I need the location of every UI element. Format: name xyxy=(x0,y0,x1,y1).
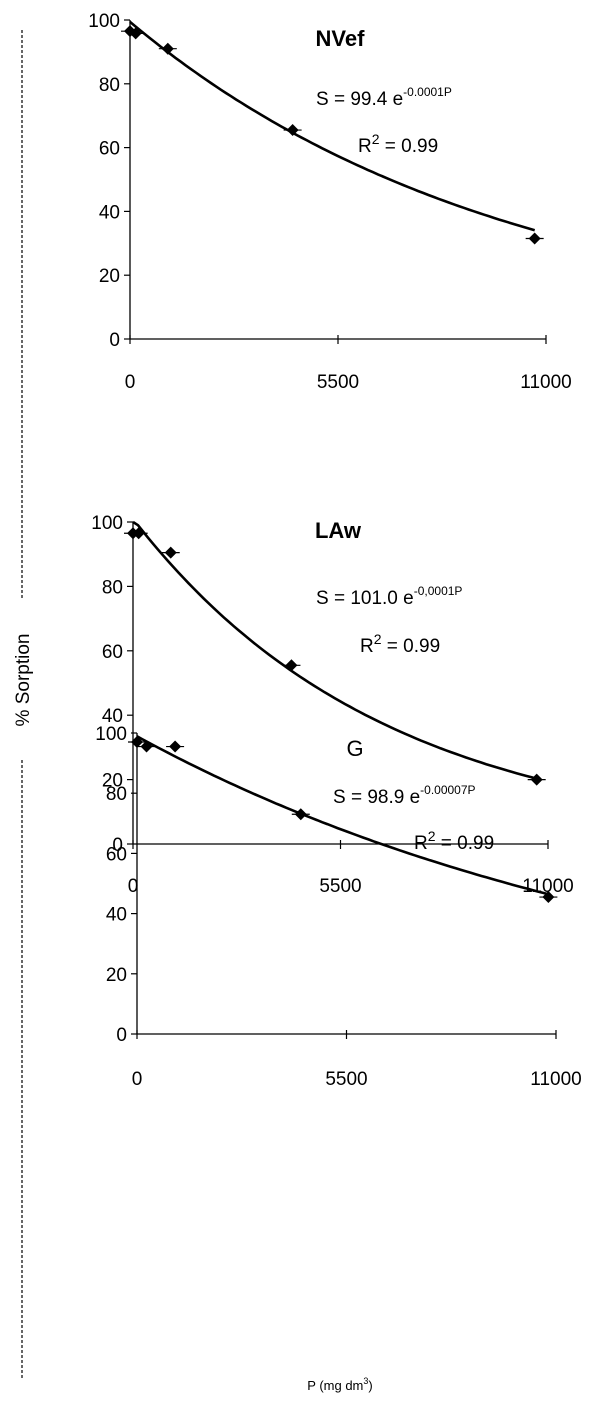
data-marker xyxy=(528,232,541,245)
y-tick-label: 20 xyxy=(99,266,120,287)
y-tick-label: 60 xyxy=(102,642,123,663)
data-point xyxy=(128,736,146,749)
y-tick-label: 60 xyxy=(99,139,120,160)
y-tick-label: 100 xyxy=(95,724,127,745)
data-marker xyxy=(140,740,153,753)
r-squared-value: = 0.99 xyxy=(382,636,441,657)
y-tick-label: 60 xyxy=(106,844,127,865)
data-point xyxy=(158,42,177,55)
data-point xyxy=(282,659,301,672)
y-tick-label: 40 xyxy=(99,202,120,223)
r-squared-label: R xyxy=(360,636,374,657)
r-squared: R2 = 0.99 xyxy=(358,131,438,157)
x-tick-label: 5500 xyxy=(319,876,361,897)
data-marker xyxy=(169,740,182,753)
y-tick-label: 40 xyxy=(106,905,127,926)
x-tick-label: 11000 xyxy=(520,372,571,393)
equation-text: S = 101.0 e xyxy=(316,588,414,609)
data-marker xyxy=(132,527,145,540)
y-tick-label: 0 xyxy=(116,1025,127,1046)
y-tick-label: 0 xyxy=(109,330,120,351)
x-axis-label: P (mg dm3) xyxy=(307,1376,372,1393)
data-point xyxy=(525,232,544,245)
r-squared-label: R xyxy=(414,833,428,854)
fit-curve xyxy=(129,20,536,232)
x-tick-label: 11000 xyxy=(530,1069,581,1090)
y-tick-label: 80 xyxy=(106,784,127,805)
data-point xyxy=(129,527,148,540)
y-tick-label: 80 xyxy=(102,577,123,598)
data-marker xyxy=(286,124,299,137)
r-squared-exponent: 2 xyxy=(428,828,436,844)
data-point xyxy=(291,808,310,821)
data-marker xyxy=(129,27,142,40)
y-tick-label: 40 xyxy=(102,706,123,727)
data-point xyxy=(137,740,156,753)
data-marker xyxy=(131,736,143,749)
fit-curve xyxy=(136,735,549,896)
data-marker xyxy=(530,773,543,786)
x-tick-label: 0 xyxy=(125,372,136,393)
equation-text: S = 99.4 e xyxy=(316,89,403,110)
fit-curve xyxy=(132,520,538,780)
data-marker xyxy=(294,808,307,821)
r-squared-value: = 0.99 xyxy=(380,136,439,157)
y-tick-label: 0 xyxy=(112,835,123,856)
x-tick-label: 0 xyxy=(128,876,139,897)
data-marker xyxy=(164,546,177,559)
data-point xyxy=(126,27,145,40)
r-squared-label: R xyxy=(358,136,372,157)
r-squared-exponent: 2 xyxy=(372,131,380,147)
data-point xyxy=(166,740,185,753)
chart-title: NVef xyxy=(316,26,366,51)
fit-equation: S = 98.9 e-0.00007P xyxy=(333,783,476,808)
chart-title: G xyxy=(346,736,363,761)
fit-equation: S = 101.0 e-0,0001P xyxy=(316,584,462,609)
y-tick-label: 100 xyxy=(91,513,123,534)
equation-exponent: -0,0001P xyxy=(414,584,463,598)
equation-exponent: -0.00007P xyxy=(420,783,475,797)
data-point xyxy=(161,546,180,559)
equation-exponent: -0.0001P xyxy=(403,85,452,99)
data-marker xyxy=(285,659,298,672)
fit-equation: S = 99.4 e-0.0001P xyxy=(316,85,452,110)
x-tick-label: 5500 xyxy=(317,372,359,393)
r-squared-exponent: 2 xyxy=(374,631,382,647)
y-axis-label: % Sorption xyxy=(13,634,34,727)
x-tick-label: 5500 xyxy=(325,1069,367,1090)
x-tick-label: 0 xyxy=(132,1069,143,1090)
r-squared: R2 = 0.99 xyxy=(360,631,440,657)
equation-text: S = 98.9 e xyxy=(333,787,420,808)
chart-panel-nvef: 0 20 40 60 80 100 0 5500 11000 NVef S = 99.4 e-0.0… xyxy=(88,11,571,393)
data-point xyxy=(539,891,558,904)
data-point xyxy=(283,124,302,137)
chart-title: LAw xyxy=(315,518,362,543)
r-squared: R2 = 0.99 xyxy=(414,828,494,854)
y-tick-label: 20 xyxy=(102,771,123,792)
y-tick-label: 20 xyxy=(106,965,127,986)
data-marker xyxy=(542,891,555,904)
y-tick-label: 100 xyxy=(88,11,120,32)
data-point xyxy=(527,773,546,786)
r-squared-value: = 0.99 xyxy=(436,833,495,854)
y-tick-label: 80 xyxy=(99,75,120,96)
data-marker xyxy=(161,42,174,55)
